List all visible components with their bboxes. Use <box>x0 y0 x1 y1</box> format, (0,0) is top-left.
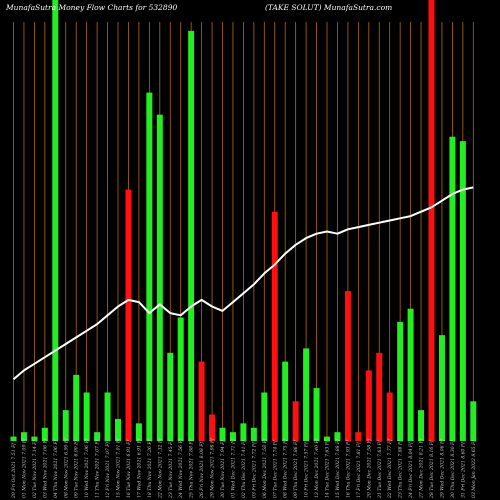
x-tick-label: 17 Fri Dec 2021 7.81 Ff <box>356 441 362 498</box>
x-tick-label: 08 Wed Dec 2021 7.75 Ff <box>283 438 289 498</box>
bar-36 <box>386 392 393 441</box>
bars <box>10 0 477 442</box>
x-tick-label: 10 Wed Nov 2021 7.06 Ff <box>84 437 90 498</box>
flow-line-path <box>12 186 474 381</box>
x-tick-label: 28 Tue Dec 2021 8.16 Ff <box>429 439 435 499</box>
x-tick-label: 02 Thu Dec 2021 7.41 Ff <box>241 439 247 498</box>
x-tick-label: 27 Mon Dec 2021 8.21 Ff <box>419 437 425 499</box>
x-tick-label: 16 Tue Nov 2021 6.91 Ff <box>126 439 132 498</box>
x-tick-label: 17 Wed Nov 2021 6.91 Ff <box>136 437 142 498</box>
bar-42 <box>449 136 456 441</box>
bar-31 <box>334 432 341 441</box>
x-tick-label: 31 Fri Dec 2021 8.60 Ff <box>460 441 466 498</box>
x-tick-label: 01 Mon Nov 2021 7.09 Ff <box>21 437 27 498</box>
x-tick-label: 24 Fri Dec 2021 8.04 Ff <box>408 441 414 499</box>
x-tick-label: 03 Fri Dec 2021 7.72 Ff <box>251 441 257 498</box>
x-tick-label: 29 Wed Dec 2021 8.06 Ff <box>439 438 445 499</box>
bar-17 <box>188 30 195 442</box>
bar-13 <box>146 92 153 442</box>
x-tick-label: 21 Tue Dec 2021 7.63 Ff <box>377 439 383 499</box>
chart-title-right: (TAKE SOLUT) MunafaSutra.com <box>265 3 392 12</box>
bar-16 <box>177 317 184 441</box>
x-tick-label: 29 Mon Nov 2021 7.98 Ff <box>210 437 216 499</box>
x-tick-label: 15 Wed Dec 2021 7.88 Ff <box>335 438 341 498</box>
x-tick-label: 30 Thu Dec 2021 8.30 Ff <box>450 439 456 498</box>
bar-37 <box>397 321 404 441</box>
x-tick-label: 25 Thu Nov 2021 7.88 Ff <box>189 438 195 499</box>
bar-3 <box>41 427 48 441</box>
bar-27 <box>292 401 299 441</box>
x-tick-label: 02 Tue Nov 2021 7.14 Ff <box>32 439 38 498</box>
bar-24 <box>261 392 268 441</box>
bar-35 <box>376 352 383 441</box>
bar-9 <box>104 392 111 441</box>
bar-15 <box>167 352 174 441</box>
x-tick-label: 10 Fri Dec 2021 7.57 Ff <box>304 441 310 498</box>
x-tick-label: 11 Thu Nov 2021 7.07 Ff <box>95 438 101 498</box>
x-tick-label: 09 Thu Dec 2021 7.86 Ff <box>293 439 299 498</box>
bar-32 <box>344 291 351 441</box>
bar-1 <box>20 432 27 441</box>
x-tick-label: 20 Mon Dec 2021 7.58 Ff <box>366 437 372 499</box>
bar-33 <box>355 432 362 441</box>
x-tick-label: 06 Mon Dec 2021 7.58 Ff <box>262 437 268 498</box>
x-tick-label: 07 Tue Dec 2021 7.74 Ff <box>272 439 278 498</box>
x-tick-label: 15 Mon Nov 2021 7.01 Ff <box>116 437 122 498</box>
bar-8 <box>94 432 101 441</box>
x-tick-label: 22 Wed Dec 2021 7.77 Ff <box>387 438 393 499</box>
bar-22 <box>240 423 247 441</box>
bar-6 <box>73 374 80 441</box>
bar-40 <box>428 0 435 441</box>
x-tick-label: 16 Thu Dec 2021 7.93 Ff <box>345 439 351 498</box>
bar-28 <box>303 348 310 441</box>
bar-41 <box>438 335 445 441</box>
x-tick-label: 18 Thu Nov 2021 7.26 Ff <box>147 438 153 498</box>
x-tick-labels: 29 Fri Oct 2021 7.51 Ff 01 Mon Nov 2021 7… <box>11 437 477 499</box>
bar-21 <box>229 432 236 441</box>
x-tick-label: 01 Wed Dec 2021 7.71 Ff <box>230 438 236 498</box>
bar-11 <box>125 189 132 441</box>
bar-19 <box>209 414 216 441</box>
bar-4 <box>52 0 59 441</box>
x-tick-label: 09 Tue Nov 2021 6.90 Ff <box>74 439 80 498</box>
x-tick-label: 24 Wed Nov 2021 7.56 Ff <box>178 437 184 499</box>
x-tick-label: 14 Tue Dec 2021 7.63 Ff <box>325 439 331 498</box>
bar-38 <box>407 308 414 441</box>
x-tick-label: 30 Tue Nov 2021 7.94 Ff <box>220 439 226 498</box>
bar-29 <box>313 388 320 441</box>
x-tick-label: 22 Mon Nov 2021 7.32 Ff <box>157 437 163 499</box>
bar-43 <box>459 141 466 441</box>
bar-44 <box>470 401 477 441</box>
chart-title-left: MunafaSutra Money Flow Charts for 532890 <box>5 3 177 12</box>
bar-39 <box>418 410 425 441</box>
bar-10 <box>115 418 121 441</box>
x-tick-label: 13 Mon Dec 2021 7.40 Ff <box>314 437 320 498</box>
x-tick-label: 03 Wed Nov 2021 7.06 Ff <box>42 437 48 498</box>
bar-30 <box>324 436 330 441</box>
bar-14 <box>156 114 163 441</box>
bar-20 <box>219 427 226 441</box>
bar-12 <box>135 423 142 441</box>
x-tick-label: 08 Mon Nov 2021 6.90 Ff <box>63 437 69 498</box>
bar-25 <box>271 211 278 441</box>
x-tick-label: 29 Fri Oct 2021 7.51 Ff <box>11 442 17 499</box>
bar-7 <box>83 392 90 441</box>
bar-5 <box>62 410 69 441</box>
flow-line <box>12 186 474 381</box>
bar-23 <box>250 427 257 441</box>
x-tick-label: 12 Fri Nov 2021 7.07 Ff <box>105 441 111 498</box>
bar-2 <box>31 436 38 441</box>
bar-18 <box>198 361 205 441</box>
bar-0 <box>10 436 17 441</box>
x-tick-label: 03 Mon Jan 2022 8.65 Ff <box>471 439 477 498</box>
x-tick-label: 23 Tue Nov 2021 7.45 Ff <box>168 439 174 499</box>
x-tick-label: 26 Fri Nov 2021 8.08 Ff <box>199 441 205 499</box>
x-tick-label: 04 Thu Nov 2021 7.06 Ff <box>53 438 59 498</box>
bar-34 <box>365 370 372 441</box>
x-tick-label: 23 Thu Dec 2021 7.88 Ff <box>398 439 404 499</box>
bar-26 <box>282 361 289 441</box>
